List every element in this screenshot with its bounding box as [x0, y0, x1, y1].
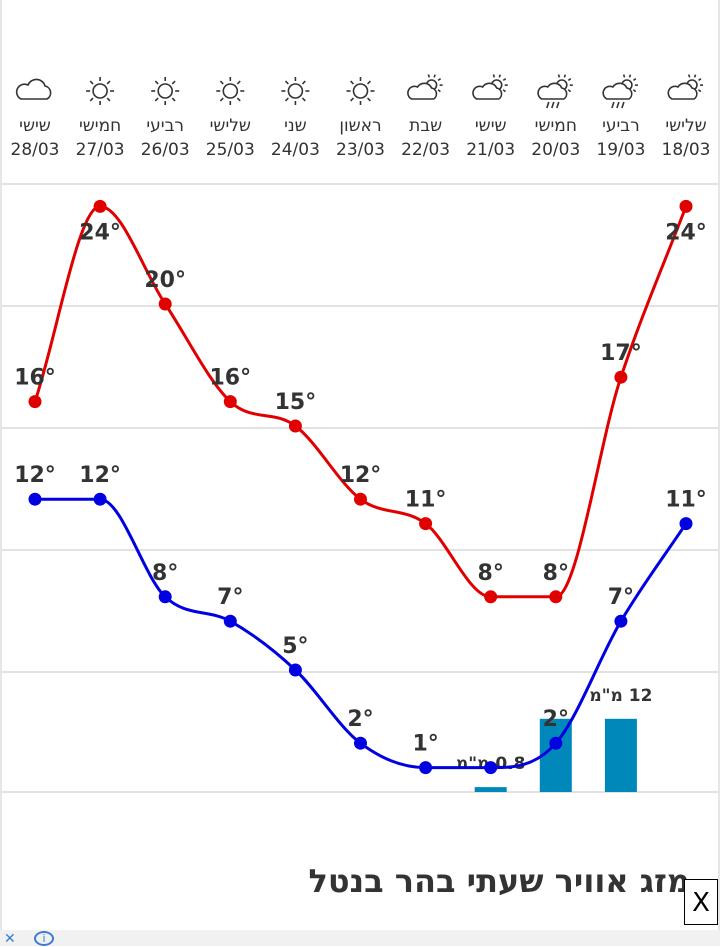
min-temp-point	[224, 615, 237, 628]
day-date: 27/03	[76, 140, 125, 160]
max-temp-point	[94, 200, 107, 213]
min-temp-point	[29, 493, 42, 506]
max-temp-label: 16°	[14, 366, 56, 391]
day-name: שלישי	[210, 116, 251, 136]
day-date: 22/03	[401, 140, 450, 160]
cloud-icon	[17, 79, 51, 99]
max-temp-point	[419, 517, 432, 530]
day-date: 26/03	[141, 140, 190, 160]
max-temp-point	[224, 395, 237, 408]
day-name: חמישי	[535, 116, 577, 136]
sun-icon	[216, 77, 244, 105]
max-temp-label: 17°	[600, 341, 642, 366]
day-name: חמישי	[79, 116, 121, 136]
close-button[interactable]: X	[684, 879, 718, 925]
precip-bar	[605, 719, 637, 792]
precip-label: 12 מ"מ	[589, 686, 652, 706]
max-temp-point	[354, 493, 367, 506]
min-temp-label: 12°	[14, 463, 56, 488]
max-temp-label: 20°	[144, 268, 186, 293]
day-date: 25/03	[206, 140, 255, 160]
day-date: 19/03	[596, 140, 645, 160]
day-date: 21/03	[466, 140, 515, 160]
day-date: 23/03	[336, 140, 385, 160]
min-temp-point	[680, 517, 693, 530]
hourly-forecast-title: מזג אוויר שעתי בהר בנטל	[308, 862, 690, 900]
ad-info-icon[interactable]: i	[34, 931, 54, 946]
rain-icon	[603, 74, 638, 108]
max-temp-point	[680, 200, 693, 213]
min-temp-label: 12°	[79, 463, 121, 488]
sun-icon	[86, 77, 114, 105]
max-temp-point	[614, 371, 627, 384]
sun-icon	[281, 77, 309, 105]
precip-bar	[475, 787, 507, 792]
min-temp-label: 11°	[665, 488, 707, 513]
max-temp-point	[159, 298, 172, 311]
day-name: רביעי	[146, 116, 184, 136]
min-temp-label: 8°	[152, 561, 178, 586]
max-temp-label: 12°	[340, 463, 382, 488]
min-temp-point	[354, 737, 367, 750]
min-temp-point	[159, 590, 172, 603]
partly-cloudy-icon	[668, 74, 703, 99]
forecast-chart: שישי 28/03 חמישי 27/03 רביעי 26/03 שלישי 25/03 ש…	[0, 0, 720, 830]
min-temp-label: 2°	[543, 707, 569, 732]
max-temp-label: 24°	[665, 220, 707, 245]
max-temp-label: 24°	[79, 220, 121, 245]
sun-icon	[151, 77, 179, 105]
day-name: ראשון	[339, 116, 381, 136]
min-temp-point	[289, 664, 302, 677]
min-temp-point	[484, 761, 497, 774]
min-temp-point	[614, 615, 627, 628]
min-temp-point	[94, 493, 107, 506]
ad-bar	[0, 930, 720, 946]
max-temp-point	[289, 420, 302, 433]
day-date: 24/03	[271, 140, 320, 160]
max-temp-label: 16°	[209, 366, 251, 391]
day-name: שישי	[475, 116, 507, 136]
max-temp-label: 15°	[275, 390, 317, 415]
max-temp-label: 11°	[405, 488, 447, 513]
day-name: רביעי	[602, 116, 640, 136]
max-temp-point	[484, 590, 497, 603]
max-temp-point	[549, 590, 562, 603]
day-date: 18/03	[662, 140, 711, 160]
partly-cloudy-icon	[473, 74, 508, 99]
min-temp-point	[549, 737, 562, 750]
ad-close-icon[interactable]: ✕	[4, 932, 26, 946]
rain-icon	[538, 74, 573, 108]
sun-icon	[347, 77, 375, 105]
day-name: שלישי	[665, 116, 706, 136]
day-name: שבת	[409, 116, 442, 136]
day-name: שישי	[19, 116, 51, 136]
min-temp-label: 7°	[608, 585, 634, 610]
max-temp-label: 8°	[543, 561, 569, 586]
day-date: 28/03	[11, 140, 60, 160]
min-temp-point	[419, 761, 432, 774]
min-temp-label: 1°	[412, 732, 438, 757]
partly-cloudy-icon	[408, 74, 443, 99]
max-temp-label: 8°	[478, 561, 504, 586]
min-temp-label: 7°	[217, 585, 243, 610]
max-temp-point	[29, 395, 42, 408]
min-temp-label: 2°	[347, 707, 373, 732]
min-temp-label: 5°	[282, 634, 308, 659]
day-date: 20/03	[531, 140, 580, 160]
day-name: שני	[284, 116, 307, 136]
